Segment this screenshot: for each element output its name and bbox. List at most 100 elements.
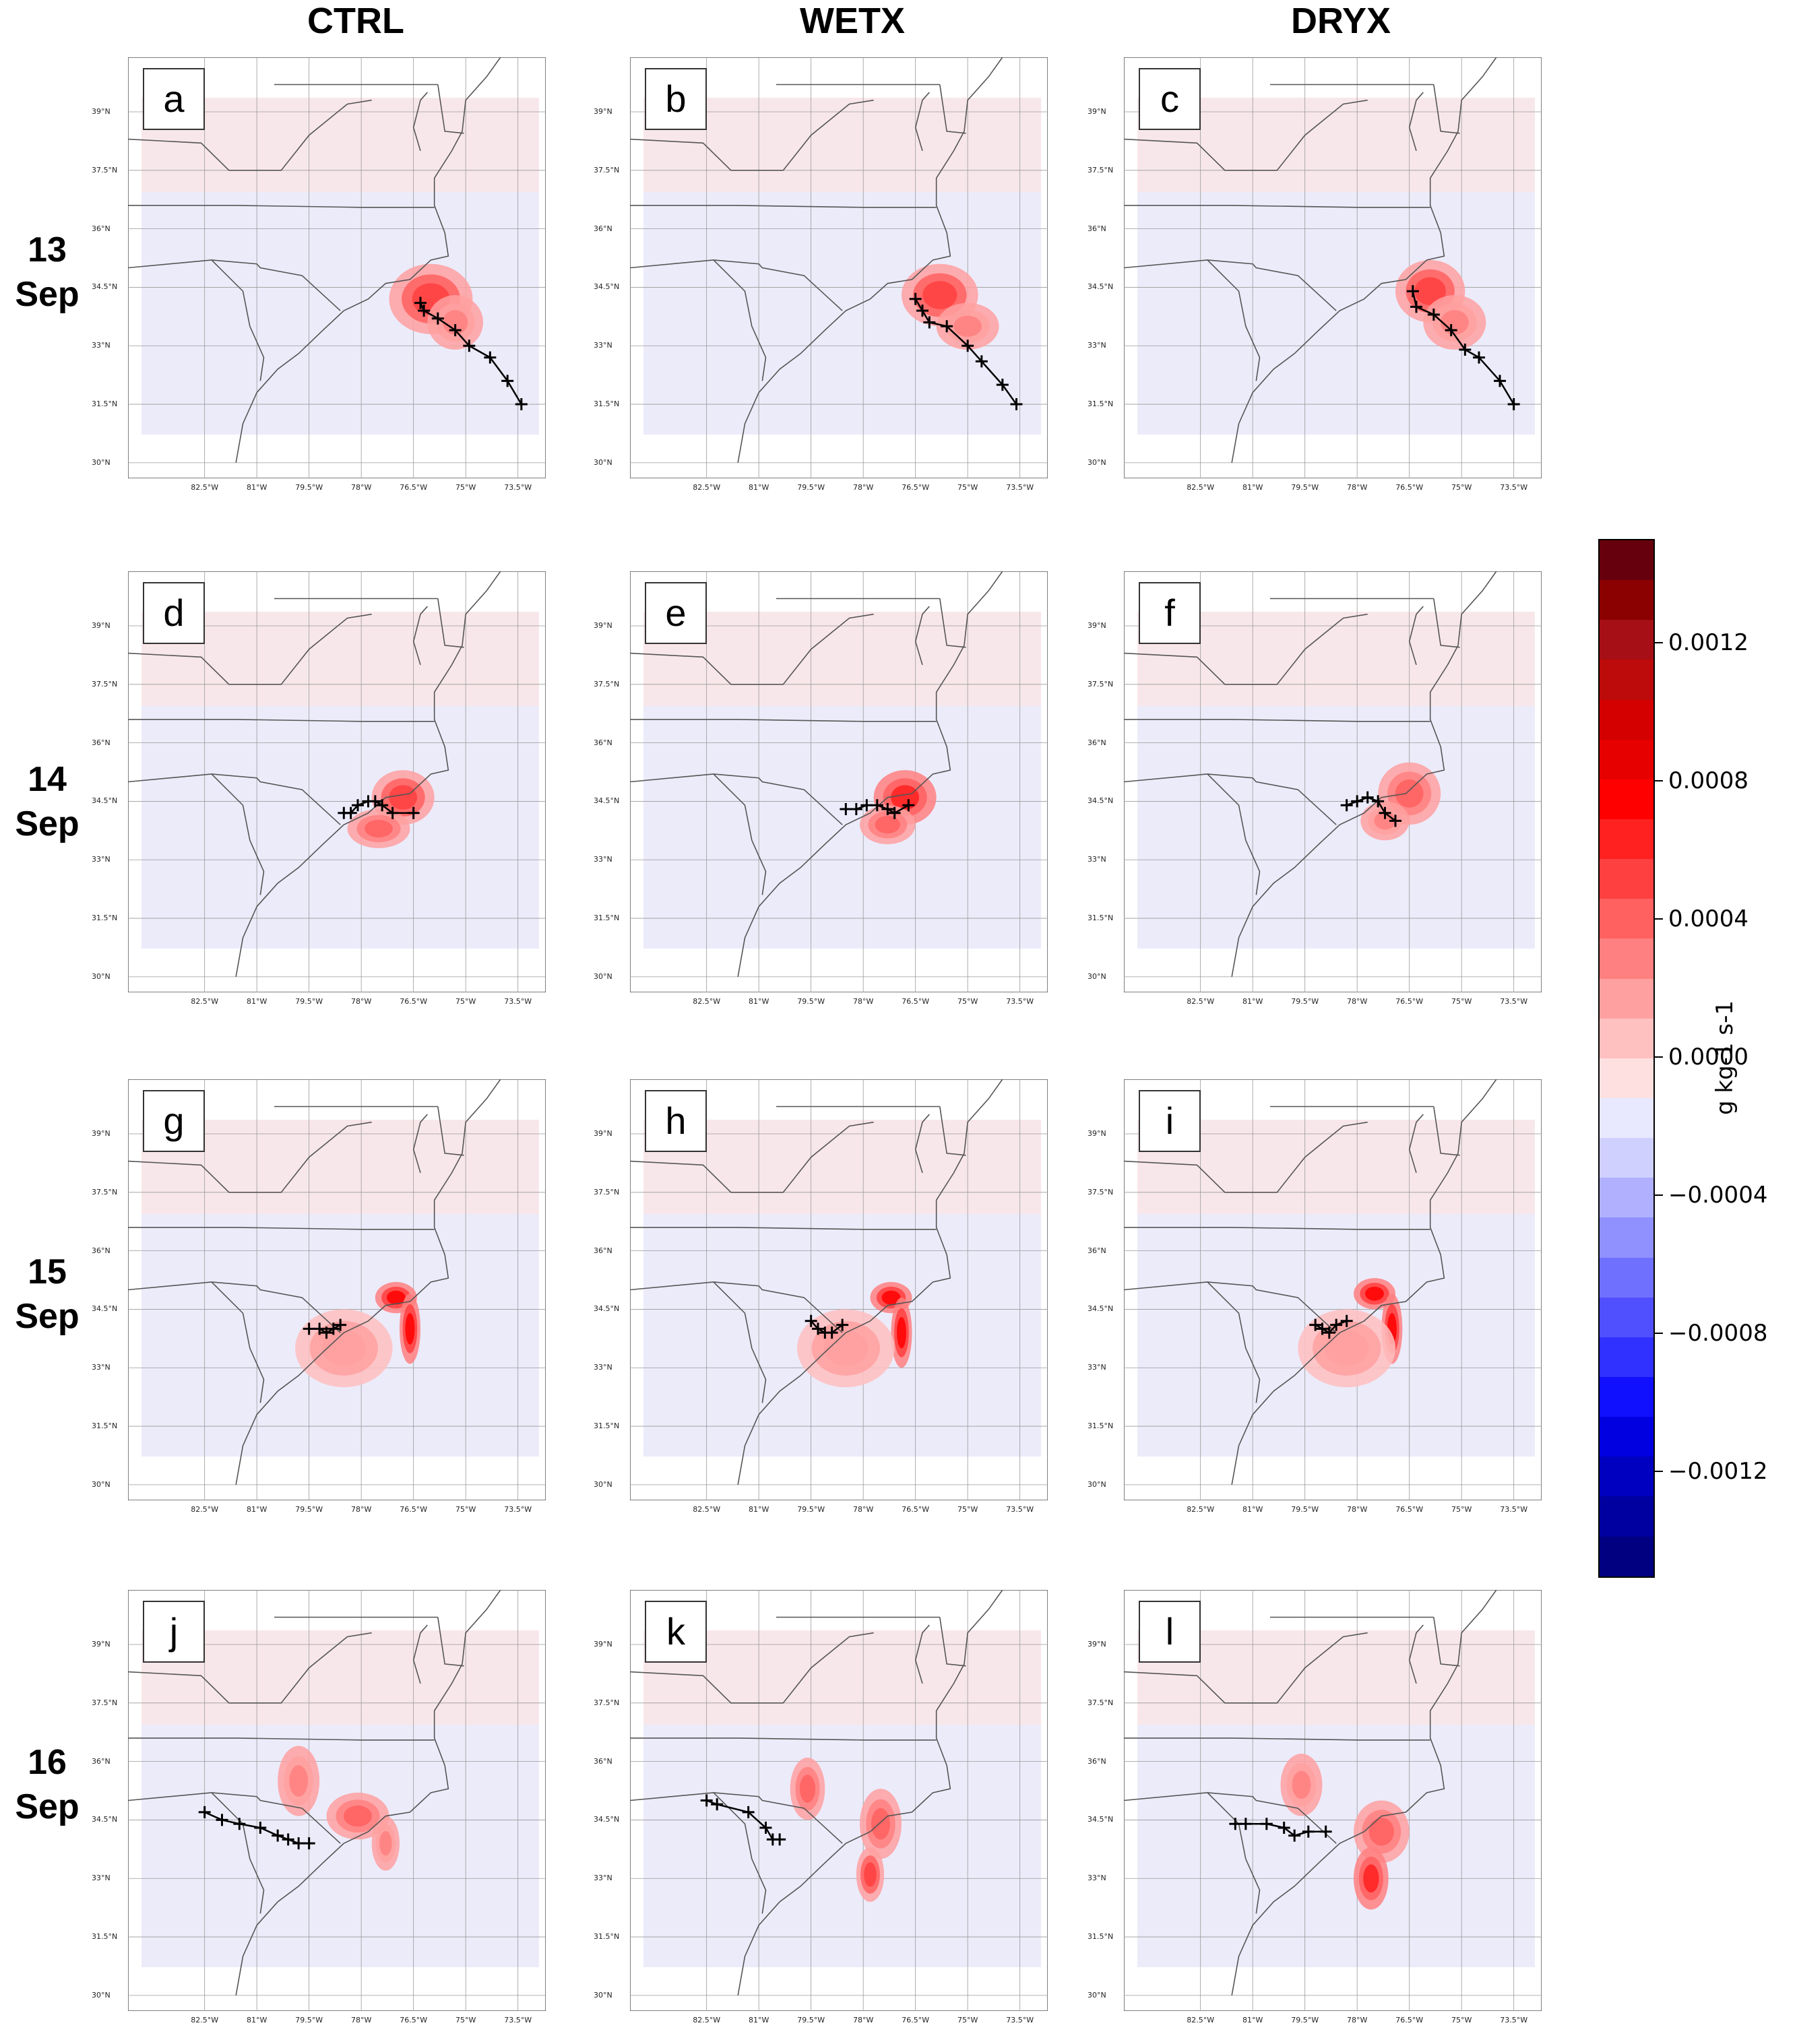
longitude-label: 78°W (350, 1505, 372, 1514)
state-border (437, 1617, 464, 1667)
storm-track-marker (850, 803, 862, 816)
map-panel-a: a 39°N 37.5°N 36°N 34.5°N 33°N 31.5°N 30°N 82.5°… (92, 57, 546, 492)
colorbar-segment (1600, 899, 1653, 939)
state-border (1124, 719, 1430, 722)
storm-track-marker (515, 398, 528, 411)
longitude-label: 75°W (455, 997, 476, 1006)
longitude-label: 79.5°W (1291, 997, 1319, 1006)
colorbar-tick (1653, 1471, 1663, 1473)
colorbar-tick-label: 0.0008 (1668, 767, 1748, 794)
state-border (1433, 598, 1460, 648)
state-border (412, 92, 428, 152)
map-panel-i: i 39°N 37.5°N 36°N 34.5°N 33°N 31.5°N 30°N 82.5°… (1087, 1079, 1542, 1514)
anomaly-contour (1365, 1286, 1384, 1301)
longitude-label: 78°W (350, 2016, 372, 2024)
longitude-label: 82.5°W (693, 2016, 721, 2024)
map-panel-h: h 39°N 37.5°N 36°N 34.5°N 33°N 31.5°N 30°N 82.5°… (594, 1079, 1048, 1514)
longitude-label: 79.5°W (797, 1505, 825, 1514)
colorbar-tick (1653, 1194, 1663, 1196)
coastline (235, 571, 501, 977)
weak-positive-field (1137, 98, 1535, 192)
storm-track-marker (1473, 351, 1485, 364)
longitude-label: 73.5°W (1006, 483, 1034, 492)
latitude-label: 31.5°N (1087, 914, 1114, 923)
storm-track-marker (376, 799, 389, 812)
storm-track-marker (1507, 398, 1520, 411)
map-panel-k: k 39°N 37.5°N 36°N 34.5°N 33°N 31.5°N 30°N 82.5°… (594, 1590, 1048, 2024)
coastline (235, 1590, 501, 1995)
anomaly-contour (289, 1765, 309, 1797)
storm-track-marker (1459, 344, 1472, 356)
longitude-label: 82.5°W (693, 483, 721, 492)
colorbar-tick (1653, 918, 1663, 920)
colorbar-segment (1600, 1097, 1653, 1139)
storm-track-marker (313, 1322, 326, 1335)
longitude-label: 79.5°W (1291, 483, 1319, 492)
coastline (235, 1079, 501, 1485)
state-border (939, 84, 966, 134)
longitude-label: 78°W (852, 997, 874, 1006)
weak-positive-field (643, 98, 1041, 192)
latitude-label: 31.5°N (594, 400, 620, 409)
weak-positive-field (141, 98, 539, 192)
longitude-label: 73.5°W (504, 1505, 532, 1514)
storm-track-marker (700, 1794, 713, 1807)
longitude-label: 75°W (455, 2016, 476, 2024)
state-border (1433, 1106, 1460, 1156)
storm-track-marker (198, 1806, 211, 1818)
longitude-label: 76.5°W (902, 1505, 930, 1514)
latitude-label: 37.5°N (92, 1187, 118, 1196)
state-border (128, 1792, 341, 1844)
longitude-label: 73.5°W (1500, 997, 1528, 1006)
weak-positive-field (643, 612, 1041, 706)
storm-track-marker (902, 799, 915, 812)
colorbar-segment (1600, 1297, 1653, 1337)
storm-track-marker (860, 799, 873, 812)
state-border (412, 1624, 428, 1684)
storm-track-marker (303, 1322, 315, 1335)
weak-positive-field (141, 1630, 539, 1725)
coastline (1231, 1590, 1497, 1995)
panel-letter: d (143, 582, 205, 644)
anomaly-contour (405, 1312, 415, 1345)
longitude-label: 75°W (455, 1505, 476, 1514)
anomaly-contour (389, 785, 418, 810)
state-border (713, 1281, 767, 1403)
colorbar-segment (1600, 660, 1653, 700)
longitude-label: 82.5°W (1187, 1505, 1215, 1514)
longitude-label: 78°W (350, 997, 372, 1006)
longitude-label: 79.5°W (295, 1505, 323, 1514)
longitude-label: 81°W (246, 483, 267, 492)
state-border (128, 613, 372, 685)
state-border (128, 1737, 435, 1741)
colorbar-segment (1600, 1457, 1653, 1497)
longitude-label: 76.5°W (1395, 483, 1424, 492)
anomaly-contour (1368, 1817, 1394, 1846)
state-border (128, 1632, 372, 1704)
row-month: Sep (15, 275, 80, 314)
map-panel-d: d 39°N 37.5°N 36°N 34.5°N 33°N 31.5°N 30°N 82.5°… (92, 571, 546, 1006)
longitude-label: 78°W (350, 483, 372, 492)
storm-track-marker (1229, 1818, 1242, 1830)
column-title-wetx: WETX (800, 1, 905, 41)
storm-track-marker (1410, 300, 1422, 313)
state-border (630, 1121, 874, 1193)
longitude-label: 82.5°W (191, 2016, 219, 2024)
anomaly-contour (871, 1808, 890, 1840)
latitude-label: 34.5°N (92, 1304, 118, 1314)
latitude-label: 39°N (594, 107, 612, 117)
storm-track-marker (1260, 1818, 1273, 1830)
latitude-label: 33°N (1087, 1874, 1106, 1883)
coastline (1231, 1079, 1497, 1485)
latitude-label: 31.5°N (594, 914, 620, 923)
storm-track-marker (941, 320, 953, 333)
colorbar-tick-label: −0.0004 (1668, 1182, 1768, 1209)
state-border (939, 598, 966, 648)
latitude-label: 36°N (1087, 738, 1106, 747)
longitude-label: 78°W (1346, 483, 1368, 492)
latitude-label: 33°N (1087, 341, 1106, 350)
storm-track-marker (1427, 308, 1440, 321)
anomaly-contour (922, 281, 957, 309)
storm-track-marker (1445, 324, 1457, 337)
panel-letter: f (1139, 582, 1201, 644)
